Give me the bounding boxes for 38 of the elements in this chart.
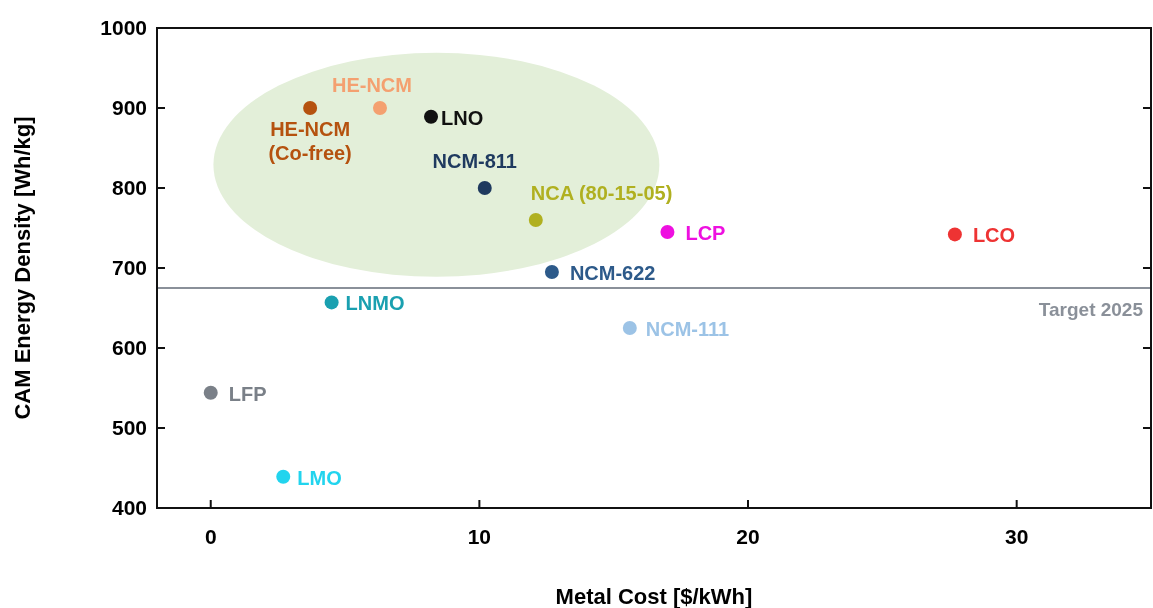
point [303,101,318,115]
y-tick-label: 1000 [100,16,147,39]
point [324,295,339,310]
series-label: NCM-811 [432,150,517,172]
x-tick-label: 20 [736,525,760,548]
point [528,213,543,227]
x-tick-label: 0 [204,525,217,548]
series-label: HE-NCM [331,74,412,96]
series-label: NCM-111 [645,318,730,340]
point [276,469,291,484]
point [622,321,637,335]
series-label: LMO [297,466,342,489]
x-tick-label: 30 [1005,525,1029,548]
series-label: LNMO [345,292,405,315]
point [372,101,387,115]
series-label: LFP [228,382,267,405]
series-label: NCM-622 [569,262,656,284]
point [947,227,962,242]
y-tick-label: 700 [111,256,147,279]
ref-line-label: Target 2025 [1038,299,1144,320]
series-label: LCP [685,222,726,244]
x-axis-title: Metal Cost [$/kWh] [555,584,753,608]
y-tick-label: 900 [111,96,147,119]
point [203,385,218,400]
y-tick-label: 500 [111,416,147,439]
series-label: NCA (80-15-05) [530,182,673,204]
y-tick-label: 400 [111,496,147,519]
point [477,181,492,195]
point [424,109,439,124]
x-tick-label: 10 [467,525,492,548]
point [660,225,675,239]
series-label: HE-NCM (Co-free) [268,118,352,164]
series-label: LNO [441,106,484,129]
series-label: LCO [972,224,1016,247]
y-tick-label: 800 [111,176,147,199]
y-axis-title: CAM Energy Density [Wh/kg] [10,116,35,420]
point [544,265,559,279]
y-tick-label: 600 [111,336,147,359]
